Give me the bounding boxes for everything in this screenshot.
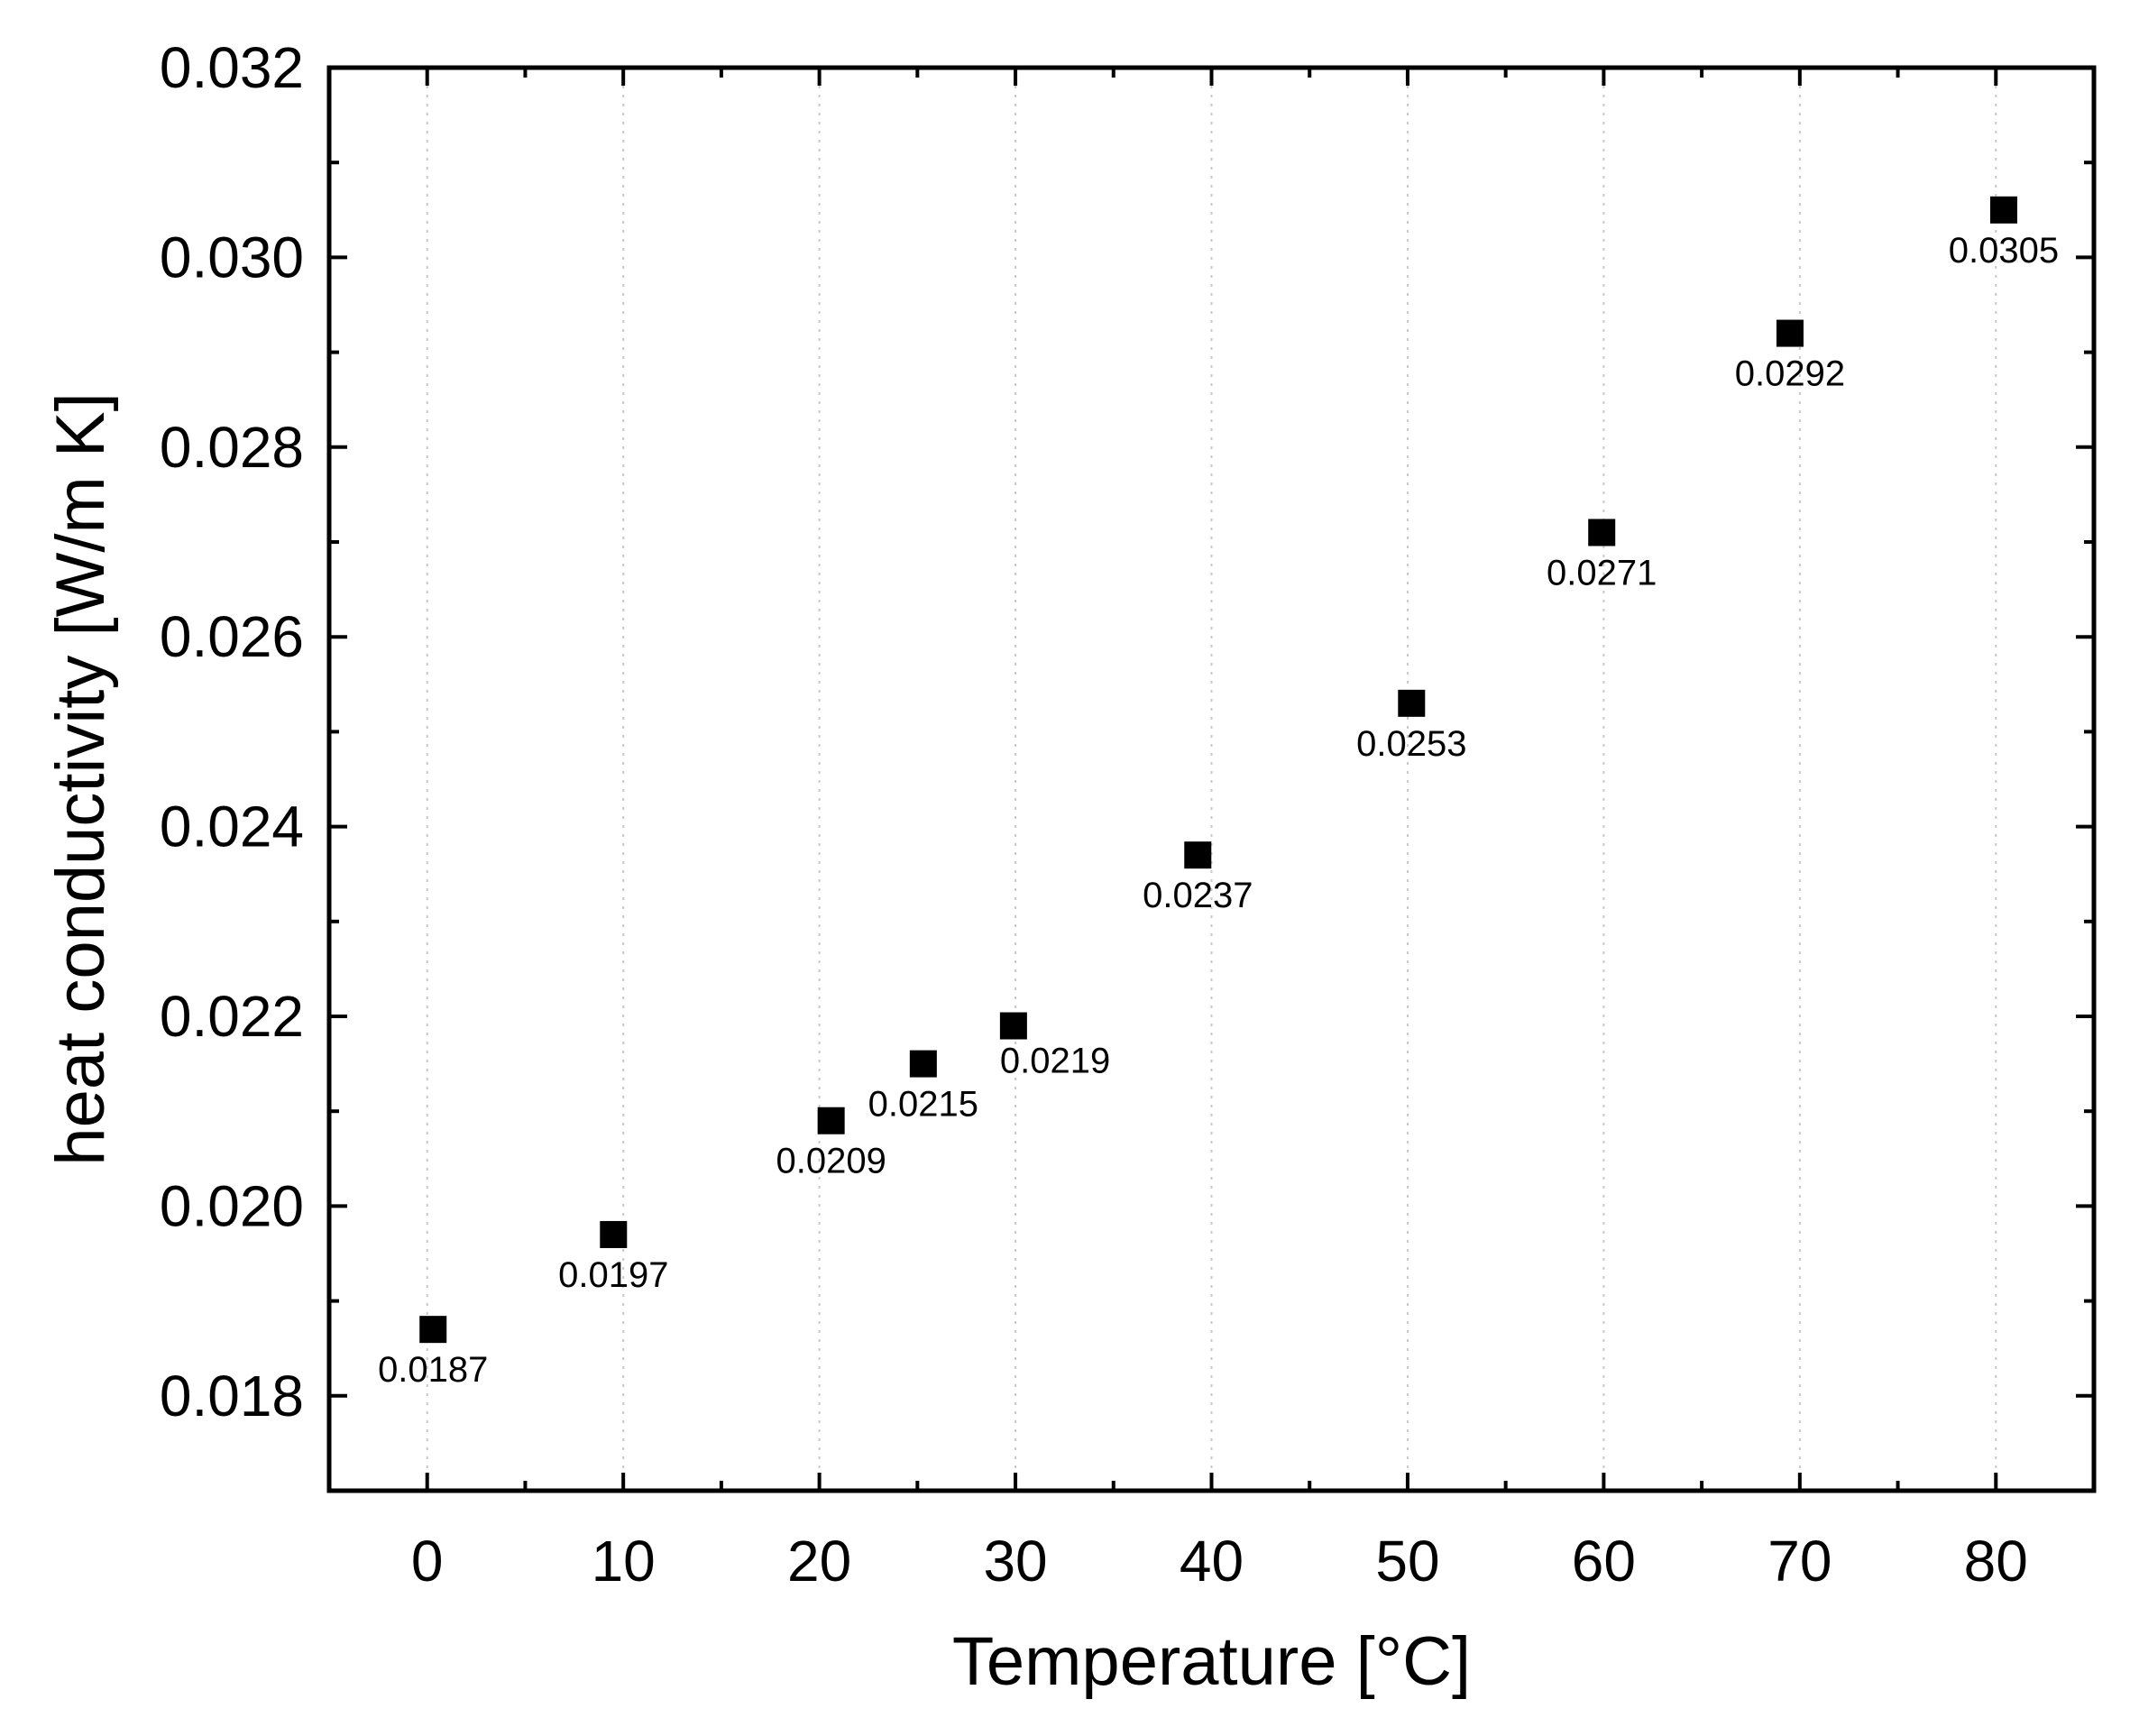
- data-label: 0.0271: [1547, 553, 1657, 592]
- y-tick-label: 0.032: [160, 35, 304, 100]
- data-label: 0.0219: [1000, 1042, 1110, 1081]
- data-point-marker: [1776, 319, 1804, 347]
- tick-labels: 0 10 20 30 40 50 60 70 80 0.018 0.020 0.022 0.024 0.0…: [160, 35, 2028, 1594]
- x-tick-label: 20: [787, 1529, 851, 1594]
- y-axis-title: heat conductivity [W/m K]: [42, 392, 119, 1165]
- data-point-marker: [1989, 196, 2017, 224]
- data-points: [419, 196, 2017, 1344]
- y-tick-label: 0.030: [160, 225, 304, 289]
- data-point-marker: [1184, 841, 1212, 869]
- data-labels: 0.0187 0.0197 0.0209 0.0215 0.0219 0.0237 0.02…: [378, 231, 2059, 1390]
- x-tick-label: 80: [1964, 1529, 2028, 1594]
- y-tick-label: 0.020: [160, 1173, 304, 1238]
- data-point-marker: [419, 1316, 447, 1344]
- data-point-marker: [1588, 519, 1616, 547]
- data-label: 0.0237: [1143, 876, 1253, 915]
- x-tick-label: 60: [1572, 1529, 1636, 1594]
- data-point-marker: [817, 1107, 845, 1134]
- x-tick-label: 0: [411, 1529, 444, 1594]
- data-point-marker: [1398, 689, 1426, 717]
- y-tick-label: 0.026: [160, 604, 304, 669]
- data-point-marker: [600, 1220, 628, 1248]
- x-tick-label: 30: [983, 1529, 1047, 1594]
- x-tick-label: 10: [592, 1529, 656, 1594]
- y-tick-label: 0.024: [160, 795, 304, 859]
- y-tick-label: 0.018: [160, 1364, 304, 1428]
- data-label: 0.0197: [558, 1255, 668, 1295]
- y-tick-label: 0.022: [160, 984, 304, 1049]
- x-tick-label: 40: [1180, 1529, 1244, 1594]
- data-point-marker: [909, 1050, 937, 1078]
- data-point-marker: [999, 1012, 1027, 1040]
- data-label: 0.0253: [1356, 724, 1466, 764]
- plot-frame: [326, 65, 2097, 1493]
- x-tick-label: 50: [1375, 1529, 1439, 1594]
- data-label: 0.0209: [776, 1142, 886, 1181]
- y-tick-label: 0.028: [160, 415, 304, 480]
- grid-lines: [426, 68, 1997, 1491]
- x-axis-title: Temperature [°C]: [952, 1623, 1471, 1700]
- data-label: 0.0292: [1735, 354, 1845, 394]
- data-label: 0.0215: [868, 1085, 978, 1125]
- data-label: 0.0187: [378, 1350, 488, 1390]
- x-tick-label: 70: [1767, 1529, 1832, 1594]
- data-label: 0.0305: [1949, 231, 2059, 271]
